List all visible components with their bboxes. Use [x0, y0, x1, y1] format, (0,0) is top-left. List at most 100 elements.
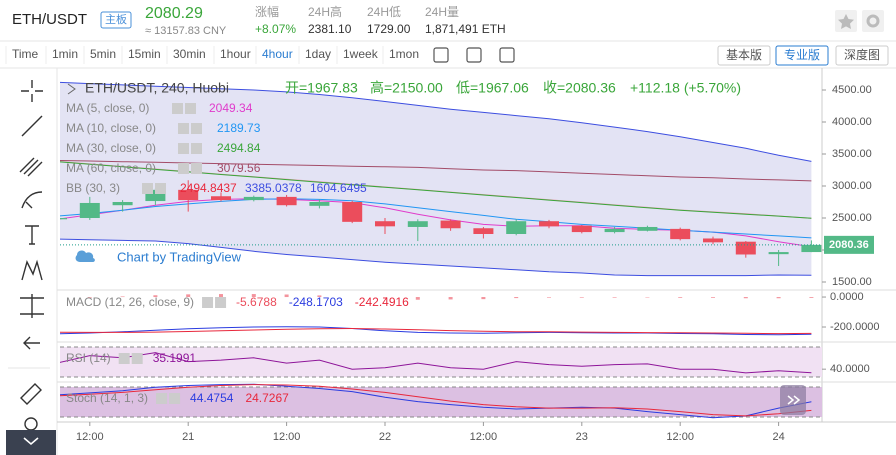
view-button[interactable] [835, 45, 889, 66]
y-tick-label: 40.0000 [830, 363, 870, 375]
legend-icon[interactable] [178, 163, 189, 174]
x-tick-label: 23 [576, 431, 588, 443]
watermark: Chart by TradingView [117, 249, 242, 264]
legend-name: Stoch (14, 1, 3) [66, 391, 148, 405]
legend-icon[interactable] [142, 183, 153, 194]
view-label: 深度图 [844, 47, 880, 62]
histogram-bar [776, 297, 781, 299]
histogram-bar [448, 297, 453, 300]
candle-body [309, 202, 330, 206]
histogram-bar [153, 295, 158, 298]
legend-icon[interactable] [178, 143, 189, 154]
legend-icon[interactable] [191, 143, 202, 154]
candle-body [703, 238, 723, 243]
stat-value: 1729.00 [367, 22, 411, 36]
zoom-tool[interactable] [24, 417, 38, 431]
interval-button[interactable]: 5min [90, 47, 116, 61]
badge: 主板 [105, 12, 127, 26]
interval-button[interactable]: Time [12, 47, 39, 61]
ohlc-label: +112.18 (+5.70%) [630, 80, 741, 96]
stat-value: +8.07% [255, 22, 296, 36]
crosshair-tool[interactable] [21, 80, 43, 102]
gear-icon [866, 14, 880, 28]
interval-button[interactable]: 15min [128, 47, 161, 61]
histogram-bar [415, 297, 420, 300]
y-tick-label: 2500.00 [832, 212, 872, 224]
measure-tool[interactable] [20, 294, 44, 318]
indicator-line [60, 352, 812, 374]
stats: 涨幅 +8.07% 24H高 2381.10 24H低 1729.00 24H量 1,871,… [255, 4, 506, 36]
histogram-bar [547, 297, 551, 298]
legend-icon[interactable] [156, 393, 168, 404]
legend-icon[interactable] [202, 297, 214, 308]
interval-button[interactable]: 1mon [389, 47, 419, 61]
legend-icon[interactable] [185, 103, 196, 114]
text-tool[interactable] [25, 225, 39, 245]
brush-tool[interactable] [21, 191, 43, 209]
legend-icon[interactable] [191, 163, 202, 174]
last-price-label: 2080.36 [829, 239, 869, 251]
legend-value: 2189.73 [217, 121, 261, 135]
view-button[interactable] [775, 45, 829, 66]
legend-icon[interactable] [191, 123, 202, 134]
candle-body [60, 218, 67, 220]
interval-button[interactable]: 1week [343, 47, 379, 61]
interval-button[interactable]: 1hour [220, 47, 251, 61]
fib-tool[interactable] [19, 157, 43, 177]
legend-name: MACD (12, 26, close, 9) [66, 295, 194, 309]
trendline-tool[interactable] [21, 115, 43, 137]
candle-body [801, 244, 822, 253]
labels: ETH/USDT, 240, Huobi Chart by TradingVie… [66, 80, 741, 405]
legend-icon[interactable] [215, 297, 227, 308]
y-tick-label: -200.0000 [830, 321, 880, 333]
legend-icon[interactable] [155, 183, 166, 194]
indicators-button[interactable] [466, 47, 482, 63]
fullscreen-button[interactable] [499, 47, 515, 63]
collapse-button[interactable] [6, 430, 56, 455]
symbol: ETH/USDT [12, 11, 87, 28]
ruler-tool[interactable] [20, 383, 42, 405]
legend-icon[interactable] [178, 123, 189, 134]
legend-value: 1604.6495 [310, 181, 367, 195]
indicator-panes [60, 294, 822, 419]
legend-value: 2494.84 [217, 141, 261, 155]
tv-logo [75, 250, 95, 262]
legend-icon[interactable] [172, 103, 183, 114]
legend-value: 3079.56 [217, 161, 261, 175]
candle-body [276, 196, 297, 206]
x-tick-label: 12:00 [470, 431, 498, 443]
back-tool[interactable] [23, 336, 40, 350]
collapse-arrow[interactable] [67, 83, 76, 95]
interval-button[interactable]: 1day [305, 47, 331, 61]
ohlc-label: 收=2080.36 [543, 80, 616, 96]
pattern-tool[interactable] [21, 259, 43, 281]
cny-price: ≈ 13157.83 CNY [145, 25, 227, 37]
histogram-bar [481, 297, 486, 300]
toolbar: Time 1min 5min 15min 30min 1hour 4hour 1day 1wee… [5, 45, 889, 66]
y-tick-label: 4500.00 [832, 84, 872, 96]
ohlc-label: 高=2150.00 [370, 80, 443, 96]
legend-icon[interactable] [169, 393, 181, 404]
candle-body [407, 221, 428, 227]
settings-button[interactable] [862, 10, 884, 32]
candle-body [735, 241, 756, 255]
legend-icon[interactable] [131, 353, 143, 364]
legend-value: 44.4754 [190, 391, 234, 405]
drawing-tools [6, 68, 58, 455]
histogram-bar [678, 297, 683, 298]
view-button[interactable] [717, 45, 771, 66]
interval-button[interactable]: 4hour [262, 47, 293, 61]
chart-title: ETH/USDT, 240, Huobi [85, 80, 229, 96]
candle-body [342, 202, 363, 222]
interval-button[interactable]: 1min [52, 47, 78, 61]
chart-type-button[interactable] [433, 47, 449, 63]
ohlc-label: 低=1967.06 [456, 80, 529, 96]
legend-name: MA (30, close, 0) [66, 141, 156, 155]
legend-icon[interactable] [118, 353, 130, 364]
x-tick-label: 21 [182, 431, 194, 443]
star-icon [838, 14, 854, 29]
main-pane [60, 81, 822, 277]
interval-button[interactable]: 30min [173, 47, 206, 61]
